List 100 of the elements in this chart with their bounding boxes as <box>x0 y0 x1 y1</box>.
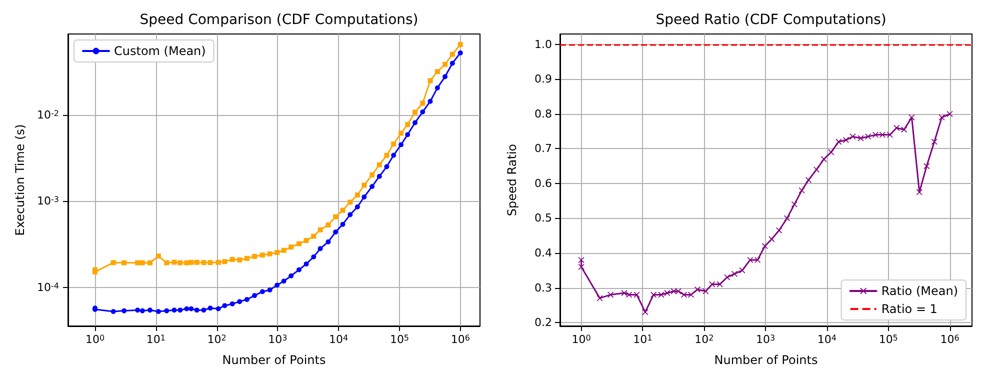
point <box>814 166 820 173</box>
point <box>288 273 294 278</box>
y-tick-label: 0.2 <box>534 316 552 330</box>
point <box>442 62 448 67</box>
point <box>354 192 360 198</box>
point <box>216 306 221 312</box>
y-tick-label: 0.6 <box>534 176 552 190</box>
point <box>267 251 272 256</box>
point <box>434 85 440 90</box>
chart-title: Speed Ratio (CDF Computations) <box>656 12 886 28</box>
point <box>754 256 761 263</box>
point <box>894 124 900 131</box>
point <box>318 246 323 252</box>
point <box>924 163 930 170</box>
point <box>311 254 316 260</box>
point <box>420 109 426 114</box>
point <box>836 138 842 145</box>
point <box>252 293 258 298</box>
point <box>281 278 286 284</box>
point <box>762 243 768 250</box>
point <box>237 299 242 304</box>
chart-title: Speed Comparison (CDF Computations) <box>140 12 418 28</box>
point <box>420 100 426 106</box>
point <box>244 296 250 302</box>
point <box>458 50 463 56</box>
point <box>267 287 272 292</box>
x-axis-title: Number of Points <box>714 353 818 367</box>
point <box>348 212 353 218</box>
point <box>244 256 250 261</box>
point <box>450 52 455 57</box>
point <box>384 164 390 170</box>
point <box>858 135 864 142</box>
point <box>412 120 418 126</box>
point <box>458 42 463 48</box>
point <box>842 137 849 144</box>
point <box>391 142 396 147</box>
point <box>716 281 723 288</box>
point <box>384 152 390 158</box>
point <box>806 177 812 183</box>
point <box>340 208 346 213</box>
point <box>916 189 922 196</box>
point <box>288 244 294 250</box>
point <box>281 248 286 253</box>
point <box>252 254 258 259</box>
point <box>311 234 316 239</box>
point <box>376 162 382 168</box>
point <box>412 110 418 115</box>
point <box>230 301 235 306</box>
point <box>333 230 338 235</box>
point <box>304 238 309 244</box>
point <box>820 156 827 162</box>
point <box>370 172 375 178</box>
point <box>201 308 206 313</box>
point <box>326 239 331 244</box>
point <box>865 134 872 140</box>
point <box>194 308 200 313</box>
point <box>791 201 798 208</box>
point <box>194 260 200 265</box>
point <box>274 282 280 288</box>
point <box>318 227 323 232</box>
point <box>260 289 265 294</box>
point <box>237 257 242 262</box>
point <box>391 152 396 158</box>
point <box>333 214 338 220</box>
point <box>398 142 404 148</box>
point <box>208 260 213 266</box>
legend-label: Custom (Mean) <box>114 44 206 58</box>
point <box>724 274 730 280</box>
y-tick-label: 0.9 <box>534 72 552 86</box>
point <box>230 256 235 262</box>
point <box>274 250 280 256</box>
point <box>296 241 302 246</box>
point <box>434 69 440 74</box>
point <box>702 288 709 294</box>
point <box>222 259 228 264</box>
y-axis-title: Speed Ratio <box>505 144 519 216</box>
point <box>354 204 360 210</box>
x-axis-title: Number of Points <box>222 353 326 367</box>
point <box>340 222 346 227</box>
point <box>296 267 302 272</box>
point <box>428 98 433 104</box>
y-tick-label: 0.7 <box>534 142 552 156</box>
point <box>370 184 375 189</box>
point <box>216 260 221 265</box>
point <box>122 308 127 314</box>
point <box>709 281 716 288</box>
y-axis-title: Execution Time (s) <box>13 124 27 236</box>
point <box>348 200 353 205</box>
point <box>450 60 455 66</box>
point <box>376 174 382 179</box>
point <box>362 182 367 188</box>
point <box>122 260 127 266</box>
point <box>405 122 410 128</box>
point <box>442 74 448 80</box>
point <box>222 303 228 308</box>
point <box>260 252 265 258</box>
y-tick-label: 0.8 <box>534 107 552 120</box>
point <box>901 126 908 133</box>
point <box>776 227 782 234</box>
point <box>931 138 938 145</box>
